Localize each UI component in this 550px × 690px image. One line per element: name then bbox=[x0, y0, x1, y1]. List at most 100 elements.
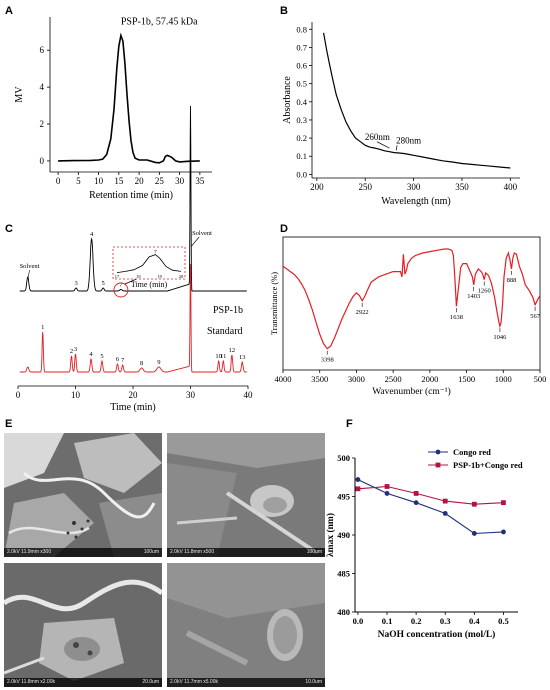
arrow-280nm bbox=[395, 145, 398, 151]
peak-annotation: 1046 bbox=[493, 334, 507, 341]
x-tick-label: 0.1 bbox=[382, 616, 393, 626]
peak-label: 5 bbox=[101, 280, 104, 287]
y-tick-label: 0 bbox=[40, 156, 45, 166]
sem-texture bbox=[167, 433, 325, 557]
series-line-standard bbox=[19, 263, 247, 373]
plot-frame bbox=[282, 236, 541, 371]
x-tick-label: 400 bbox=[504, 182, 518, 192]
solvent-arrow-left bbox=[28, 269, 30, 278]
sem-image-x500: 2.0kV 11.8mm x500 100um bbox=[167, 433, 325, 557]
arrow-260nm bbox=[376, 141, 390, 149]
x-tick-label: 0.3 bbox=[440, 616, 451, 626]
x-tick-label: 350 bbox=[455, 182, 469, 192]
legend-marker-psp-1b-congo-red bbox=[435, 462, 441, 468]
peak-label: 6 bbox=[116, 356, 120, 363]
legend-marker-congo-red bbox=[435, 449, 441, 455]
inset-tick-label: 20 bbox=[179, 274, 184, 279]
inset-tick-label: 17 bbox=[115, 274, 120, 279]
peak-annotation: 2922 bbox=[356, 309, 369, 316]
x-tick-label: 25 bbox=[155, 176, 165, 186]
peak-annotation: PSP-1b, 57.45 kDa bbox=[121, 16, 198, 27]
x-tick-label: 3500 bbox=[311, 374, 328, 384]
inset-frame bbox=[112, 246, 186, 280]
series-line bbox=[323, 32, 511, 169]
x-tick-label: 1500 bbox=[458, 374, 475, 384]
y-tick-label: 0.4 bbox=[296, 97, 307, 107]
chart-a-gpc: 0 5 10 15 20 25 30 35 0 2 4 6 PSP-1b, 57.45 kDa Reten… bbox=[14, 16, 212, 201]
x-tick-label: 3000 bbox=[348, 374, 365, 384]
x-tick-label: 30 bbox=[175, 176, 185, 186]
x-tick-label: 10 bbox=[94, 176, 104, 186]
x-axis-label: Wavenumber (cm⁻¹) bbox=[372, 386, 451, 397]
solvent-label-right: Solvent bbox=[192, 230, 212, 237]
panel-letter-a: A bbox=[5, 5, 13, 17]
data-point-psp-1b-congo-red bbox=[355, 486, 361, 492]
sem-texture bbox=[4, 433, 162, 557]
y-tick-label: 0.3 bbox=[296, 115, 307, 125]
y-tick-label: 4 bbox=[40, 82, 45, 92]
x-tick-label: 2500 bbox=[385, 374, 402, 384]
chart-b-uv: 200 250 300 350 400 0.0 0.1 0.2 0.3 0.4 0.5 0.6 0.7 0… bbox=[282, 22, 520, 207]
data-point-congo-red bbox=[471, 531, 477, 536]
y-axis-label: Absorbance bbox=[282, 76, 293, 124]
peak-label: 13 bbox=[239, 354, 246, 361]
sem-image-grid: 2.0kV 11.9mm x300 100um 2.0kV 11.8mm x500… bbox=[4, 433, 326, 688]
y-tick-label: 0.2 bbox=[296, 133, 307, 143]
x-axis-label: Time (min) bbox=[110, 402, 155, 413]
peak-label: 5 bbox=[100, 353, 103, 360]
x-tick-label: 10 bbox=[71, 390, 81, 400]
sem-texture bbox=[4, 563, 162, 687]
x-tick-label: 0.5 bbox=[498, 616, 509, 626]
sem-caption: 2.0kV 11.8mm x500 100um bbox=[167, 548, 325, 557]
peak-annotation: 567 bbox=[530, 313, 541, 320]
y-tick-label: 0.5 bbox=[296, 79, 307, 89]
x-tick-label: 30 bbox=[186, 390, 196, 400]
x-tick-label: 5 bbox=[76, 176, 81, 186]
y-tick-label: 0.0 bbox=[296, 169, 307, 179]
x-tick-label: 0 bbox=[56, 176, 61, 186]
peak-annotation: 3398 bbox=[321, 357, 334, 364]
x-tick-label: 15 bbox=[114, 176, 124, 186]
y-axis-label: MV bbox=[14, 86, 25, 103]
peak-label: 3 bbox=[74, 346, 77, 353]
x-tick-label: 250 bbox=[358, 182, 372, 192]
sem-image-x2k: 2.0kV 11.8mm x2.00k 20.0um bbox=[4, 563, 162, 687]
x-tick-label: 300 bbox=[407, 182, 421, 192]
peak-label: 2 bbox=[70, 348, 73, 355]
data-point-congo-red bbox=[355, 477, 361, 482]
inset-x-label: Time (min) bbox=[131, 280, 168, 289]
y-tick-label: 485 bbox=[337, 569, 350, 579]
legend-label-psp-1b-congo-red: PSP-1b+Congo red bbox=[453, 460, 523, 470]
peak-label: 7 bbox=[121, 357, 125, 364]
peak-annotation: 1403 bbox=[467, 293, 480, 300]
x-tick-label: 1000 bbox=[495, 374, 512, 384]
solvent-label-left: Solvent bbox=[20, 263, 40, 270]
data-point-psp-1b-congo-red bbox=[501, 500, 506, 506]
inset-peak-label: 7 bbox=[154, 249, 157, 255]
peak-annotation: 1638 bbox=[450, 314, 463, 321]
series-line-psp-1b bbox=[19, 105, 247, 292]
series-line bbox=[58, 32, 200, 164]
y-axis-label: Transmittance (%) bbox=[269, 272, 279, 335]
ftir-line bbox=[282, 248, 541, 350]
y-tick-label: 0.7 bbox=[296, 42, 307, 52]
inset-tick-label: 19 bbox=[157, 274, 162, 279]
peak-label: 9 bbox=[157, 359, 160, 366]
y-tick-label: 2 bbox=[40, 119, 45, 129]
y-tick-label: 495 bbox=[337, 492, 350, 502]
data-point-congo-red bbox=[413, 500, 419, 506]
y-tick-label: 0.8 bbox=[296, 24, 307, 34]
chart-f-congo-red: 0.0 0.1 0.2 0.3 0.4 0.5 480 485 490 495 500 Congo r… bbox=[325, 447, 523, 640]
sem-caption: 2.0kV 11.7mm x5.00k 10.0um bbox=[167, 678, 325, 687]
panel-letter-c: C bbox=[5, 223, 13, 235]
y-tick-label: 0.1 bbox=[296, 151, 307, 161]
data-point-psp-1b-congo-red bbox=[413, 491, 419, 496]
x-tick-label: 200 bbox=[310, 182, 324, 192]
inset-tick-label: 18 bbox=[136, 274, 141, 279]
peak-label: 4 bbox=[89, 351, 93, 358]
x-tick-label: 4000 bbox=[275, 374, 292, 384]
data-point-congo-red bbox=[442, 511, 448, 516]
data-point-psp-1b-congo-red bbox=[471, 501, 477, 507]
x-axis-label: Wavelength (nm) bbox=[381, 196, 450, 207]
